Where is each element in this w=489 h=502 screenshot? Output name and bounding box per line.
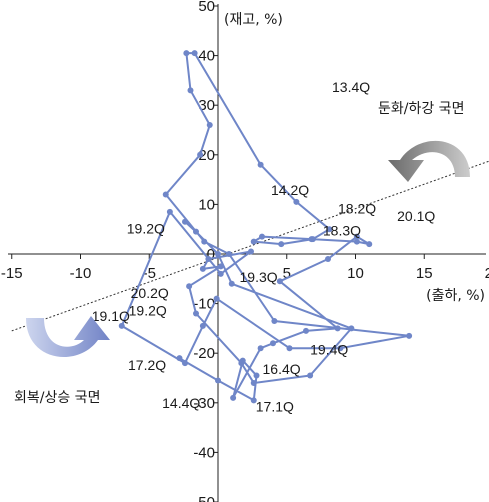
x-tick-label: 5	[283, 265, 291, 282]
data-point	[257, 161, 264, 168]
data-point	[334, 325, 341, 332]
data-point	[406, 332, 413, 339]
quarter-label: 14.2Q	[271, 182, 309, 198]
y-axis-label: (재고, %)	[224, 12, 283, 28]
data-point	[230, 394, 237, 401]
phase-up-arrow-shape	[26, 316, 110, 358]
phase-down-label: 둔화/하강 국면	[378, 101, 464, 117]
y-tick-label: 30	[198, 97, 215, 114]
quarter-label: 19.4Q	[310, 341, 348, 357]
data-point	[199, 265, 206, 272]
data-point	[205, 255, 212, 262]
data-point	[303, 327, 309, 334]
data-point	[166, 208, 173, 215]
data-point	[286, 345, 293, 352]
data-point	[162, 191, 169, 198]
quarter-label: 19.2Q	[129, 303, 167, 319]
data-point	[293, 198, 300, 205]
y-tick-label: -40	[193, 444, 215, 461]
quarter-label: 20.2Q	[131, 285, 169, 301]
data-point	[182, 218, 188, 225]
data-point	[250, 397, 257, 404]
y-tick-label: -50	[193, 494, 215, 502]
quarter-label: 13.4Q	[332, 79, 370, 95]
data-point	[276, 278, 283, 285]
data-point	[118, 322, 125, 329]
x-tick-label: 15	[416, 265, 433, 282]
series-line	[120, 52, 411, 402]
data-point	[307, 372, 314, 379]
data-point	[278, 241, 285, 248]
data-point	[186, 283, 193, 290]
data-point	[201, 238, 208, 245]
quarter-label: 19.3Q	[240, 269, 278, 285]
data-point	[248, 248, 254, 255]
quarter-label: 17.2Q	[128, 357, 166, 373]
x-tick-label: 20	[485, 265, 489, 282]
data-point	[226, 251, 232, 257]
phase-up-label: 회복/상승 국면	[14, 390, 100, 406]
quarter-label: 14.4Q	[162, 395, 200, 411]
data-point	[326, 226, 333, 233]
y-tick-label: -10	[193, 296, 215, 313]
x-tick-label: -15	[1, 265, 23, 282]
data-point	[259, 233, 265, 240]
y-tick-label: -30	[193, 395, 215, 412]
quarter-label: 19.1Q	[92, 308, 130, 324]
phase-up-arrow	[26, 316, 110, 358]
data-point	[325, 255, 331, 262]
y-tick-label: 40	[198, 48, 215, 65]
data-point	[193, 310, 199, 317]
y-tick-label: 20	[198, 147, 215, 164]
phase-down-arrow-shape	[388, 140, 470, 182]
x-tick-label: 10	[347, 265, 364, 282]
quarter-label: 19.2Q	[127, 221, 165, 237]
data-point	[217, 270, 224, 277]
data-point	[217, 263, 224, 270]
y-tick-label: -20	[193, 345, 215, 362]
data-point	[271, 317, 278, 324]
quarter-label: 18.2Q	[338, 201, 376, 217]
point-labels: 13.4Q 18.2Q 14.2Q 20.1Q 18.3Q 19.2Q 19.3Q 20.2Q…	[92, 79, 436, 414]
data-point	[228, 280, 235, 287]
data-point	[182, 360, 188, 367]
phase-down-arrow	[388, 140, 470, 182]
data-point	[250, 238, 257, 245]
data-point	[353, 238, 360, 245]
data-point	[213, 295, 220, 302]
x-axis-label: (출하, %)	[426, 288, 485, 304]
data-point	[183, 50, 190, 57]
data-point	[353, 233, 360, 240]
data-point	[250, 379, 257, 386]
data-point	[187, 87, 194, 94]
quarter-label: 16.4Q	[263, 361, 301, 377]
data-point	[215, 377, 221, 384]
y-tick-label: 10	[198, 196, 215, 213]
x-tick-label: -10	[70, 265, 92, 282]
quarter-label: 17.1Q	[256, 398, 294, 414]
data-point	[199, 322, 206, 329]
trend-line	[11, 160, 489, 332]
data-point	[215, 251, 221, 257]
data-point	[197, 151, 204, 158]
data-point	[348, 325, 355, 332]
series-layer	[118, 50, 413, 404]
y-tick-label: 0	[207, 246, 215, 263]
data-point	[270, 340, 276, 347]
data-point	[366, 241, 373, 248]
data-point	[176, 355, 183, 362]
data-point	[191, 50, 198, 57]
data-point	[193, 228, 199, 235]
data-point	[253, 372, 260, 379]
y-tick-label: 50	[198, 0, 215, 15]
quarter-label: 18.3Q	[323, 223, 361, 239]
quarter-label: 20.1Q	[397, 208, 435, 224]
data-point	[337, 345, 344, 352]
data-point	[257, 345, 264, 352]
data-point	[238, 360, 245, 367]
data-point	[206, 122, 213, 129]
data-point	[309, 236, 316, 243]
